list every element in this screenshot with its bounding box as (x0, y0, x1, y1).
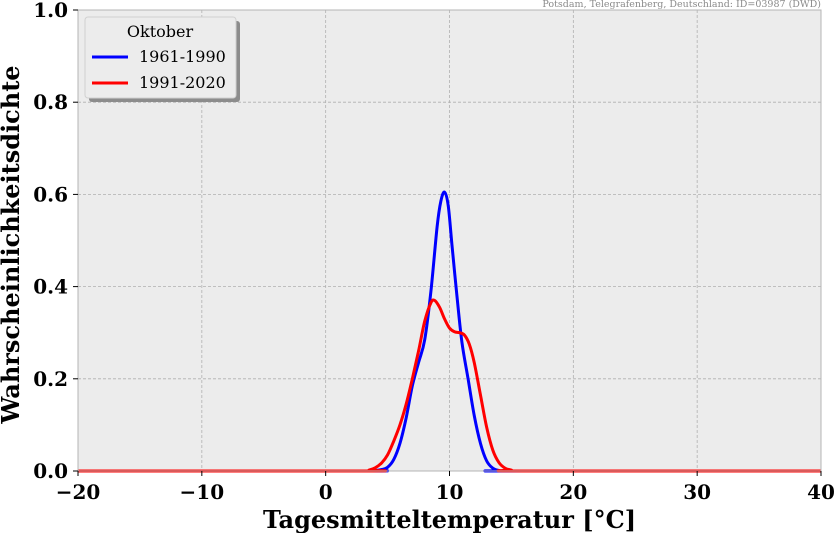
x-tick-label: −10 (180, 480, 225, 504)
y-tick-label: 0.0 (33, 459, 68, 483)
axis-ticks: −20 −10 0 10 20 30 40 0.0 0.2 0.4 0.6 0.8 1.0 (33, 0, 834, 504)
series-line-2 (77, 298, 822, 473)
source-note: Potsdam, Telegrafenberg, Deutschland: ID… (542, 0, 821, 10)
y-axis-title: Wahrscheinlichkeitsdichte (0, 65, 25, 424)
legend-entries: 1961-1990 1991-2020 (92, 47, 226, 92)
y-tick-label: 0.8 (33, 90, 68, 114)
y-tick-label: 0.2 (33, 367, 68, 391)
y-tick-label: 0.6 (33, 182, 68, 206)
series-line-1 (77, 190, 822, 473)
x-tick-label: 10 (436, 480, 464, 504)
y-tick-label: 0.4 (33, 275, 68, 299)
legend-title: Oktober (127, 22, 194, 41)
x-tick-label: 20 (559, 480, 587, 504)
legend: Oktober 1961-1990 1991-2020 (84, 16, 240, 102)
x-tick-label: 0 (319, 480, 333, 504)
x-tick-label: 40 (807, 480, 834, 504)
legend-label-2: 1991-2020 (139, 73, 226, 92)
legend-box (84, 16, 237, 99)
series-lines (77, 190, 822, 473)
x-axis-title: Tagesmitteltemperatur [°C] (263, 505, 636, 533)
x-tick-label: −20 (56, 480, 101, 504)
legend-label-1: 1961-1990 (139, 47, 226, 66)
y-tick-label: 1.0 (33, 0, 68, 22)
x-tick-label: 30 (683, 480, 711, 504)
